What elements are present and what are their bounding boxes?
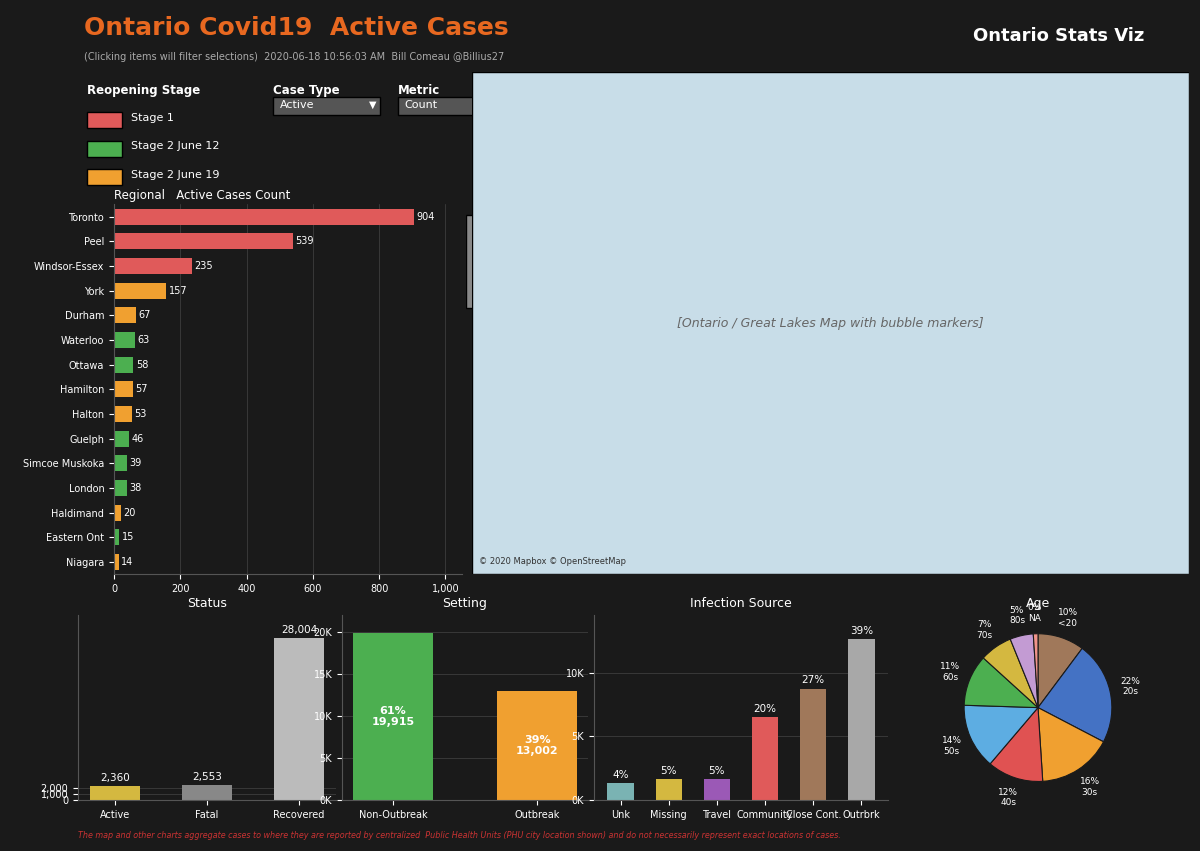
Wedge shape — [1033, 634, 1038, 708]
Bar — [114, 332, 134, 348]
Text: 12%
40s: 12% 40s — [998, 788, 1019, 807]
Wedge shape — [964, 705, 1038, 764]
Bar — [114, 258, 192, 274]
Text: [Ontario / Great Lakes Map with bubble markers]: [Ontario / Great Lakes Map with bubble m… — [677, 317, 984, 330]
Text: 157: 157 — [169, 286, 187, 295]
Text: 4%: 4% — [612, 770, 629, 780]
Text: Count: Count — [404, 100, 438, 110]
Bar — [353, 633, 432, 800]
Text: 15: 15 — [121, 533, 134, 542]
Text: 58: 58 — [136, 360, 149, 369]
Text: 14%
50s: 14% 50s — [942, 736, 961, 756]
FancyBboxPatch shape — [472, 72, 1189, 574]
FancyBboxPatch shape — [86, 169, 122, 186]
Text: 63: 63 — [138, 335, 150, 345]
Text: 14: 14 — [121, 557, 133, 567]
Text: Stage 2 June 12: Stage 2 June 12 — [131, 141, 220, 151]
Bar — [498, 691, 577, 800]
Text: 61%
19,915: 61% 19,915 — [371, 705, 414, 727]
Text: 27%: 27% — [802, 676, 824, 685]
Bar — [655, 780, 682, 800]
Text: 39%
13,002: 39% 13,002 — [516, 734, 558, 757]
Text: Stage 2 June 19: Stage 2 June 19 — [131, 170, 220, 180]
Bar — [90, 786, 140, 800]
Text: 5%
80s: 5% 80s — [1009, 606, 1025, 625]
Bar — [114, 431, 130, 447]
Text: 28,004: 28,004 — [281, 625, 317, 636]
FancyBboxPatch shape — [86, 140, 122, 157]
Text: Metric: Metric — [397, 84, 440, 97]
Bar — [703, 780, 730, 800]
Text: 20%: 20% — [754, 705, 776, 714]
FancyBboxPatch shape — [86, 111, 122, 128]
Bar — [114, 307, 137, 323]
Wedge shape — [1038, 634, 1082, 708]
Bar — [114, 233, 293, 249]
Wedge shape — [1010, 634, 1038, 708]
FancyBboxPatch shape — [397, 97, 496, 116]
Bar — [114, 357, 133, 373]
Bar — [114, 208, 414, 225]
Text: 904: 904 — [416, 212, 434, 221]
Wedge shape — [964, 658, 1038, 708]
FancyBboxPatch shape — [466, 215, 475, 308]
Text: ▼: ▼ — [485, 100, 492, 110]
Text: 0%
NA: 0% NA — [1027, 603, 1042, 623]
Text: 39: 39 — [130, 459, 142, 468]
Text: Stage 1: Stage 1 — [131, 112, 174, 123]
Bar — [274, 638, 324, 800]
Bar — [114, 381, 133, 397]
Bar — [607, 784, 634, 800]
Text: 2,553: 2,553 — [192, 773, 222, 782]
Text: 235: 235 — [194, 261, 214, 271]
Text: Active: Active — [280, 100, 314, 110]
Bar — [114, 529, 119, 545]
Text: 53: 53 — [134, 409, 146, 419]
Bar — [114, 554, 119, 570]
Bar — [181, 785, 233, 800]
Text: Ontario Covid19  Active Cases: Ontario Covid19 Active Cases — [84, 16, 509, 40]
Text: 22%
20s: 22% 20s — [1121, 677, 1140, 696]
Text: ▼: ▼ — [368, 100, 377, 110]
Bar — [114, 505, 121, 521]
Text: 38: 38 — [130, 483, 142, 493]
Text: 11%
60s: 11% 60s — [941, 662, 960, 682]
Text: Age: Age — [1026, 597, 1050, 610]
Text: Infection Source: Infection Source — [690, 597, 792, 610]
Wedge shape — [1038, 648, 1112, 742]
Bar — [752, 717, 779, 800]
Bar — [800, 688, 827, 800]
Text: (Clicking items will filter selections)  2020-06-18 10:56:03 AM  Bill Comeau @Bi: (Clicking items will filter selections) … — [84, 52, 504, 62]
Text: Status: Status — [187, 597, 227, 610]
FancyBboxPatch shape — [274, 97, 380, 116]
Bar — [114, 480, 126, 496]
Text: 539: 539 — [295, 237, 313, 246]
Bar — [114, 455, 127, 471]
Text: 7%
70s: 7% 70s — [976, 620, 992, 640]
Text: 10%
<20: 10% <20 — [1057, 608, 1078, 627]
Text: © 2020 Mapbox © OpenStreetMap: © 2020 Mapbox © OpenStreetMap — [479, 557, 625, 567]
Text: 39%: 39% — [850, 625, 872, 636]
Wedge shape — [983, 639, 1038, 708]
Text: 5%: 5% — [660, 766, 677, 776]
Text: 46: 46 — [132, 434, 144, 443]
Text: 2,360: 2,360 — [100, 774, 130, 784]
Text: Case Type: Case Type — [274, 84, 340, 97]
Text: Ontario Stats Viz: Ontario Stats Viz — [973, 27, 1144, 45]
Text: Setting: Setting — [443, 597, 487, 610]
Text: 20: 20 — [124, 508, 136, 517]
Text: Reopening Stage: Reopening Stage — [86, 84, 200, 97]
Text: 16%
30s: 16% 30s — [1080, 777, 1099, 797]
Wedge shape — [1038, 708, 1104, 781]
Text: 57: 57 — [136, 385, 148, 394]
Text: The map and other charts aggregate cases to where they are reported by centraliz: The map and other charts aggregate cases… — [78, 831, 841, 840]
Text: Regional   Active Cases Count: Regional Active Cases Count — [114, 189, 290, 202]
Wedge shape — [990, 708, 1043, 781]
Text: 67: 67 — [139, 311, 151, 320]
Bar — [848, 639, 875, 800]
Bar — [114, 406, 132, 422]
Text: 5%: 5% — [709, 766, 725, 776]
Bar — [114, 283, 166, 299]
